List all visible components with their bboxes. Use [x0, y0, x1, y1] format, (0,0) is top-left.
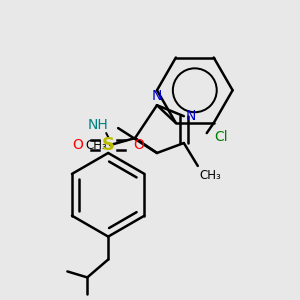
- Text: O: O: [72, 138, 83, 152]
- Text: CH₃: CH₃: [200, 169, 221, 182]
- Text: NH: NH: [87, 118, 108, 132]
- Text: O: O: [133, 138, 144, 152]
- Text: CH₃: CH₃: [85, 139, 107, 152]
- Text: N: N: [186, 109, 196, 123]
- Text: Cl: Cl: [215, 130, 228, 144]
- Text: N: N: [152, 89, 162, 103]
- Text: S: S: [102, 136, 115, 154]
